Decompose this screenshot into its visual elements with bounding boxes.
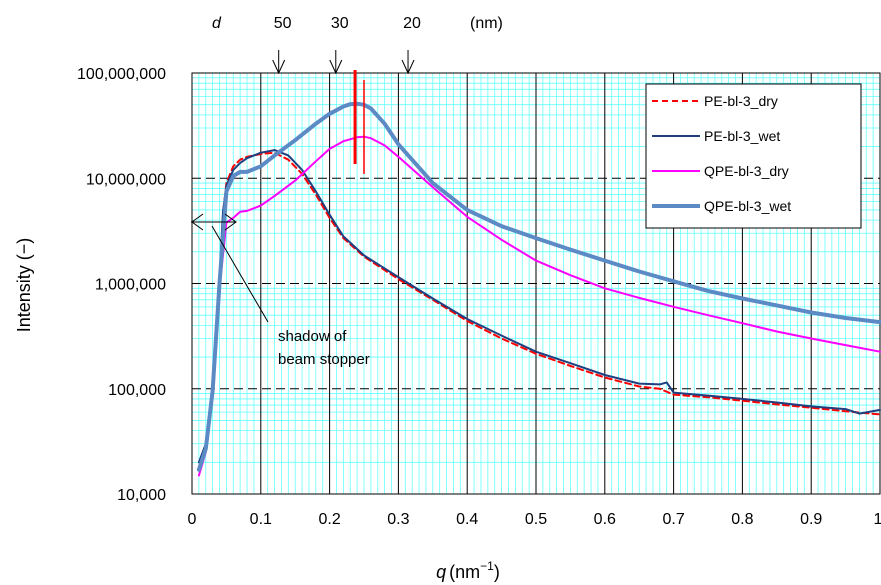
top-d-axis: d (nm) 50 30 20 (212, 15, 503, 75)
legend-label: PE-bl-3_dry (704, 93, 778, 109)
x-tick-label: 0.8 (731, 511, 753, 528)
x-axis-unit-close: ) (494, 562, 500, 582)
legend-label: PE-bl-3_wet (704, 128, 780, 144)
plot-frame (191, 72, 881, 495)
x-tick-label: 0.3 (387, 511, 409, 528)
x-axis-symbol: q (436, 562, 446, 582)
x-tick-label: 0.5 (525, 511, 547, 528)
series-line (196, 101, 881, 472)
x-tick-label: 0.6 (594, 511, 616, 528)
x-tick-label: 0.7 (662, 511, 684, 528)
y-tick-label: 10,000 (117, 487, 166, 504)
series-line (197, 149, 881, 464)
y-tick-label: 10,000,000 (86, 171, 166, 188)
legend-label: QPE-bl-3_dry (704, 163, 789, 179)
top-axis-arrow-head (272, 59, 286, 75)
top-axis-mark-label: 30 (331, 15, 349, 32)
x-tick-label: 0.2 (318, 511, 340, 528)
x-tick-label: 0.1 (250, 511, 272, 528)
top-axis-unit: (nm) (470, 15, 503, 32)
beam-arrow-right-head (224, 213, 237, 231)
x-axis-label: q (nm−1) (436, 559, 500, 582)
x-tick-label: 0.9 (800, 511, 822, 528)
y-axis-label: Intensity (−) (14, 238, 34, 333)
legend-label: QPE-bl-3_wet (704, 198, 791, 214)
y-tick-label: 1,000,000 (95, 277, 166, 294)
series-line (197, 135, 881, 477)
top-axis-arrow-head (329, 59, 343, 75)
series-layer (196, 101, 881, 477)
beam-stopper-text-line1: shadow of (278, 328, 347, 345)
x-axis-unit-exponent: −1 (480, 559, 494, 573)
top-axis-mark-label: 20 (403, 15, 421, 32)
top-axis-symbol: d (212, 15, 222, 32)
x-tick-labels: 0 0.1 0.2 0.3 0.4 0.5 0.6 0.7 0.8 0.9 1 (188, 511, 881, 528)
legend: PE-bl-3_dry PE-bl-3_wet QPE-bl-3_dry QPE-bl… (645, 83, 862, 229)
beam-stopper-text-line2: beam stopper (278, 351, 370, 368)
x-tick-label: 0 (188, 511, 197, 528)
x-tick-label: 1 (874, 511, 881, 528)
top-axis-arrow-head (401, 59, 415, 75)
beam-pointer-line (211, 225, 269, 323)
y-tick-label: 100,000,000 (77, 66, 166, 83)
beam-stopper-annotation: shadow of beam stopper (191, 213, 370, 368)
y-tick-labels: 10,000 100,000 1,000,000 10,000,000 100,000,… (77, 66, 166, 504)
y-tick-label: 100,000 (108, 382, 166, 399)
peak-marker-layer (353, 70, 365, 174)
series-line (197, 151, 881, 469)
beam-arrow-left-head (191, 213, 204, 231)
x-tick-label: 0.4 (456, 511, 478, 528)
top-axis-mark-label: 50 (274, 15, 292, 32)
x-axis-unit: (nm (449, 562, 480, 582)
